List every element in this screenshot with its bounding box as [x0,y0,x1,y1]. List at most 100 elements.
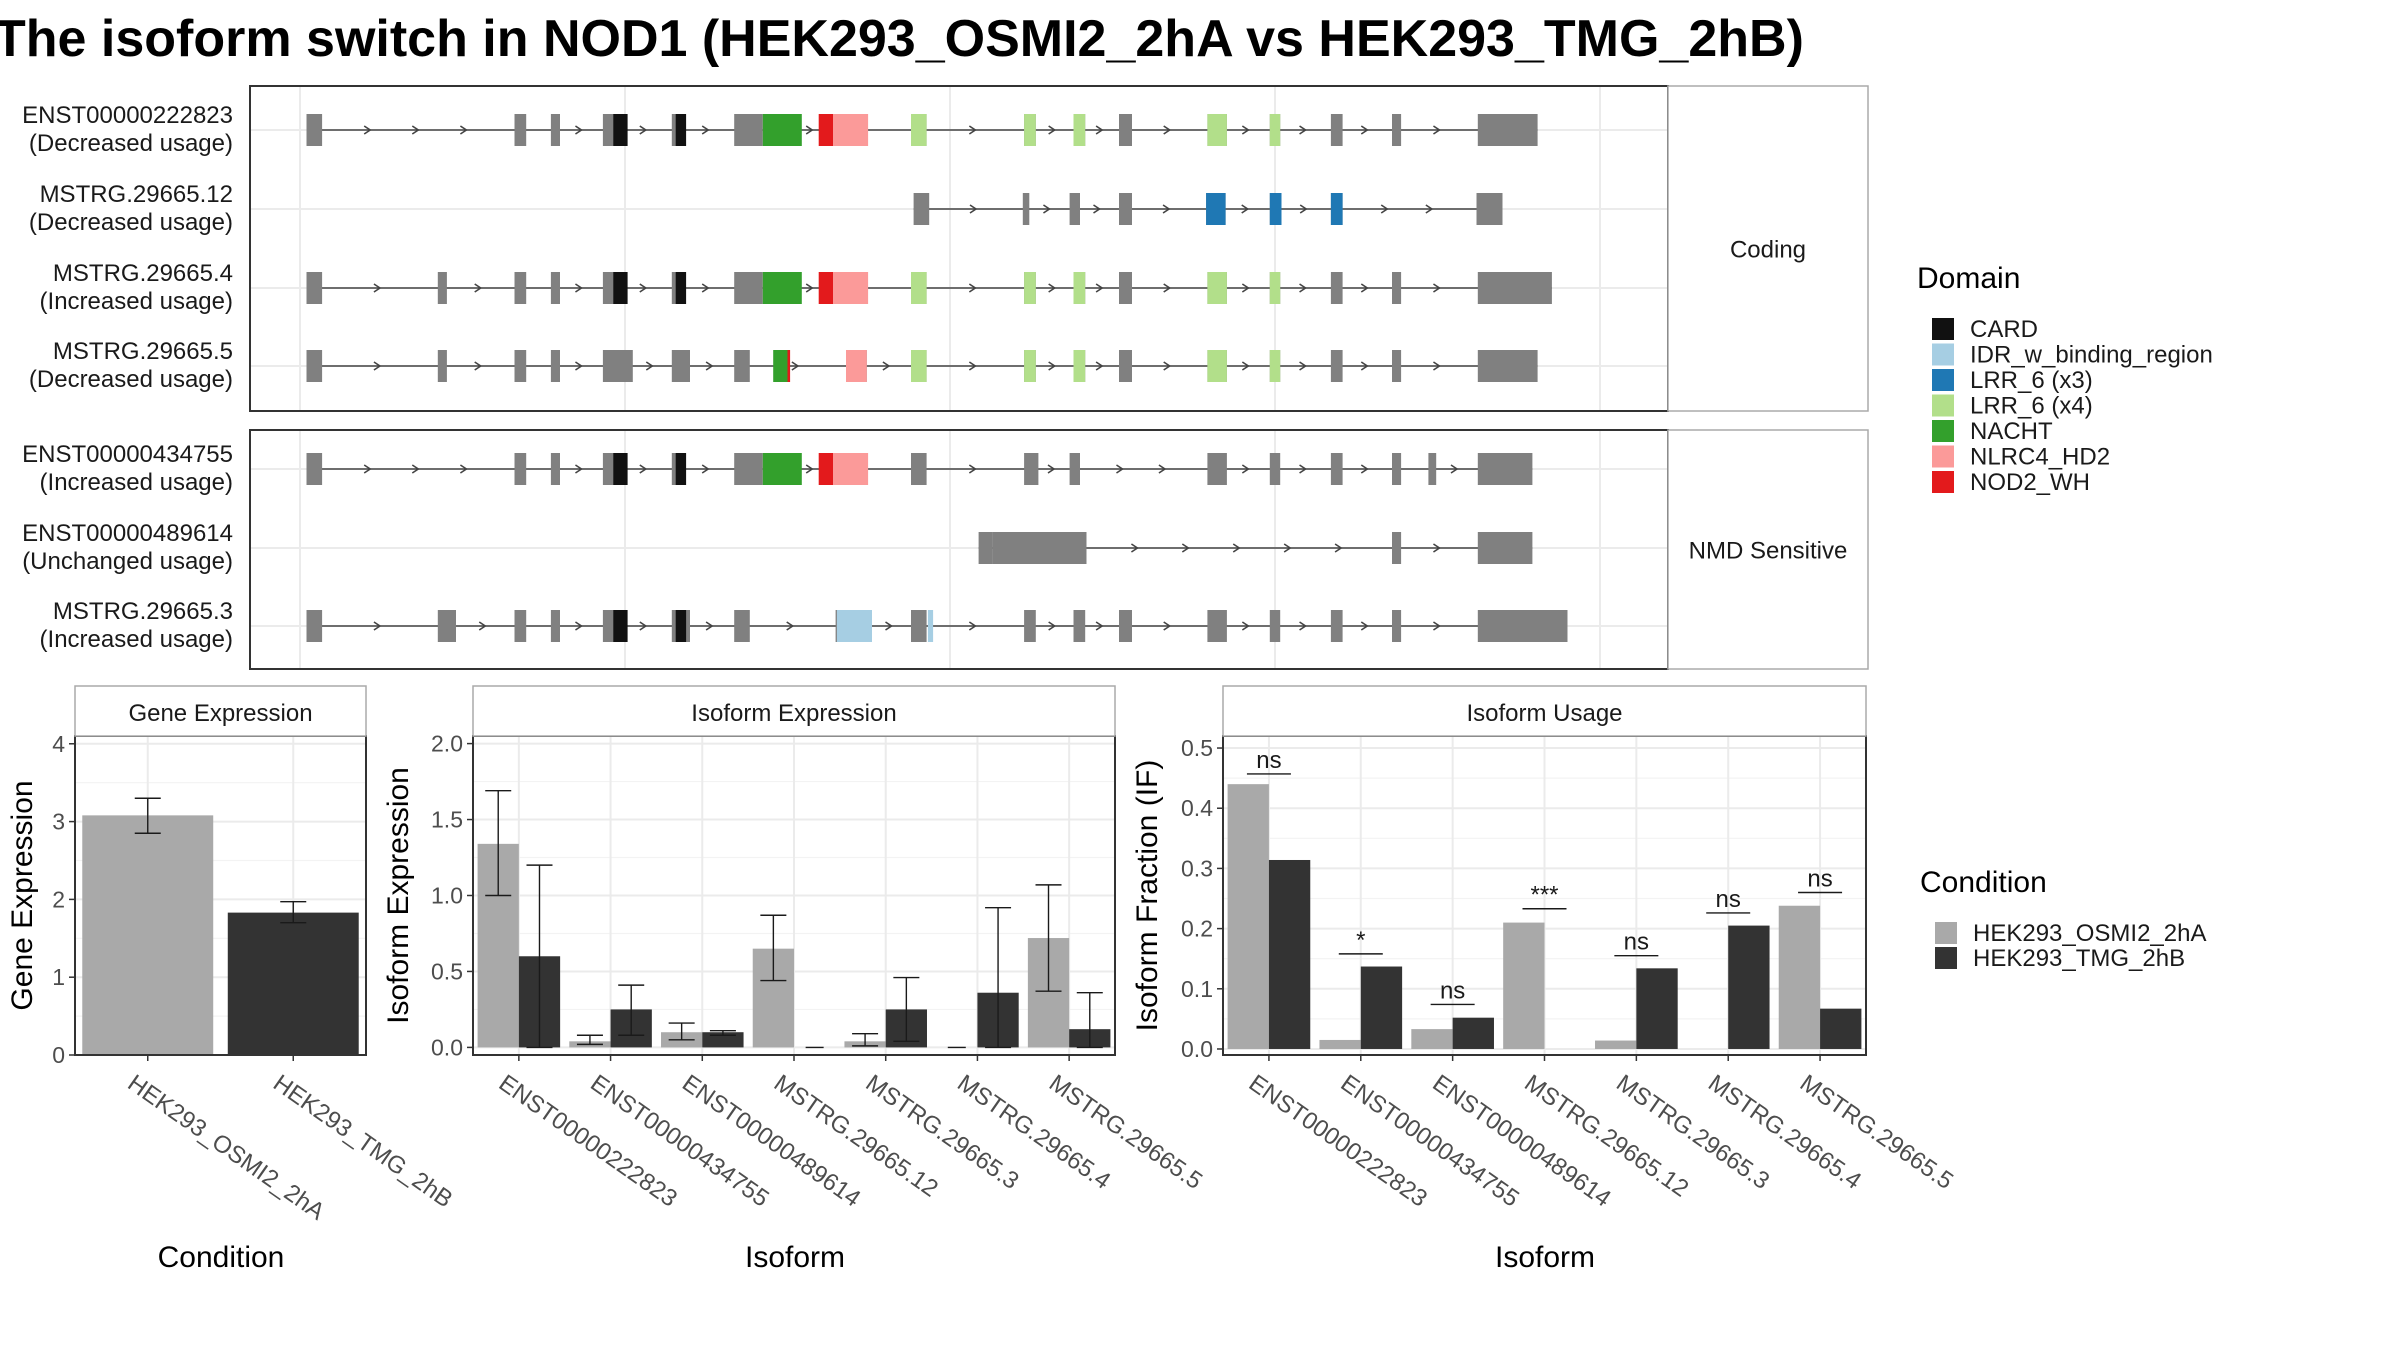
legend-label: LRR_6 (x4) [1970,393,2093,420]
y-tick-label: 1.5 [431,807,463,833]
exon [306,453,323,485]
y-tick-label: 1 [52,964,65,990]
facet-strip [1667,429,1869,670]
facet-strip-label: Gene Expression [128,700,312,727]
direction-arrow [1433,283,1441,293]
exon [550,272,560,304]
direction-arrow [1048,125,1057,135]
exon [911,453,927,485]
x-tick-label: MSTRG.29665.12 [1519,1070,1693,1203]
direction-arrow [701,125,710,135]
exon [1269,453,1281,485]
exon [992,532,1087,564]
exon [306,114,323,146]
domain-feature [613,610,628,642]
y-tick-label: 0 [52,1042,65,1068]
exon [734,272,763,304]
direction-arrow [805,125,814,135]
y-axis-title: Isoform Expression [382,767,415,1024]
domain-feature [675,610,687,642]
significance-label: ns [1716,886,1741,913]
direction-arrow [1380,204,1389,214]
domain-feature [613,114,628,146]
direction-arrow [1162,204,1171,214]
exon [437,350,447,382]
transcript-id-label: MSTRG.29665.12 [40,181,233,208]
domain-feature [1207,272,1227,304]
direction-arrow [1047,464,1056,474]
domain-feature [911,114,927,146]
legend-label: NACHT [1970,418,2053,445]
direction-arrow [1433,621,1441,631]
x-tick-label: MSTRG.29665.4 [952,1070,1115,1195]
exon [1330,272,1343,304]
y-tick-label: 2.0 [431,731,463,757]
direction-arrow [1334,543,1343,553]
exon [437,272,447,304]
direction-arrow [1095,125,1104,135]
domain-feature [818,114,833,146]
bar [1728,925,1770,1049]
direction-arrow [459,464,468,474]
y-tick-label: 3 [52,809,65,835]
domain-feature [1269,114,1281,146]
transcript-usage-label: (Decreased usage) [29,366,233,393]
exon [602,350,633,382]
direction-arrow [1299,283,1307,293]
exon [1477,610,1568,642]
direction-arrow [1433,543,1441,553]
domain-feature [1207,114,1227,146]
y-tick-label: 4 [52,731,65,757]
bar [1360,966,1403,1049]
exon [734,610,750,642]
direction-arrow [1130,543,1139,553]
exon [1073,610,1086,642]
bar [1452,1017,1494,1049]
direction-arrow [1158,464,1167,474]
y-tick-label: 0.4 [1181,795,1213,821]
domain-feature [1073,350,1086,382]
direction-arrow [1433,125,1441,135]
direction-arrow [1095,361,1104,371]
domain-feature [1269,350,1281,382]
facet-strip-label: NMD Sensitive [1689,538,1848,565]
legend-key [1932,394,1954,417]
exon [514,272,527,304]
direction-arrow [1043,204,1051,214]
bar [82,815,214,1055]
direction-arrow [1093,204,1101,214]
direction-arrow [639,621,648,631]
direction-arrow [575,125,583,135]
direction-arrow [1360,621,1369,631]
domain-feature [762,272,802,304]
direction-arrow [1433,361,1441,371]
figure-title: The isoform switch in NOD1 (HEK293_OSMI2… [0,10,1804,68]
facet-strip [74,685,367,737]
exon [1269,610,1281,642]
direction-arrow [1241,125,1250,135]
direction-arrow [1299,125,1307,135]
x-axis-title: Isoform [745,1241,845,1274]
exon [550,350,560,382]
exon [437,610,456,642]
direction-arrow [575,464,583,474]
direction-arrow [1241,283,1250,293]
direction-arrow [885,621,893,631]
direction-arrow [639,283,648,293]
direction-arrow [1048,361,1057,371]
exon [1330,453,1343,485]
direction-arrow [805,464,814,474]
domain-feature [1073,114,1086,146]
exon [1392,532,1402,564]
exon [1069,453,1080,485]
legend-label: NLRC4_HD2 [1970,444,2110,471]
exon [1069,193,1080,225]
direction-arrow [1299,204,1308,214]
legend-label: CARD [1970,316,2038,343]
transcript-usage-label: (Decreased usage) [29,130,233,157]
direction-arrow [968,464,977,474]
domain-feature [787,350,791,382]
